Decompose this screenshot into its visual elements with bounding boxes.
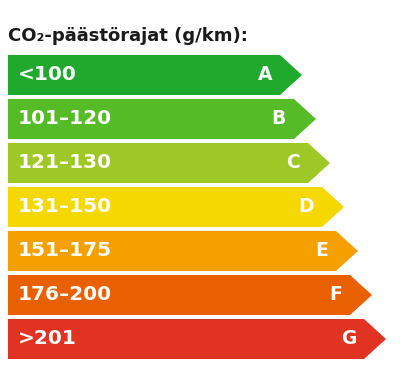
Text: B: B [272, 109, 286, 128]
Polygon shape [8, 99, 316, 139]
Text: >201: >201 [18, 329, 77, 348]
Text: 131–150: 131–150 [18, 198, 112, 217]
Text: F: F [329, 285, 342, 305]
Text: G: G [341, 329, 356, 348]
Text: C: C [286, 153, 300, 172]
Polygon shape [8, 143, 330, 183]
Text: CO₂-päästörajat (g/km):: CO₂-päästörajat (g/km): [8, 27, 248, 45]
Polygon shape [8, 319, 386, 359]
Text: 176–200: 176–200 [18, 285, 112, 305]
Polygon shape [8, 275, 372, 315]
Text: 121–130: 121–130 [18, 153, 112, 172]
Text: D: D [298, 198, 314, 217]
Text: A: A [257, 66, 272, 85]
Text: 151–175: 151–175 [18, 242, 112, 261]
Polygon shape [8, 55, 302, 95]
Polygon shape [8, 231, 358, 271]
Polygon shape [8, 187, 344, 227]
Text: <100: <100 [18, 66, 77, 85]
Text: E: E [315, 242, 328, 261]
Text: 101–120: 101–120 [18, 109, 112, 128]
